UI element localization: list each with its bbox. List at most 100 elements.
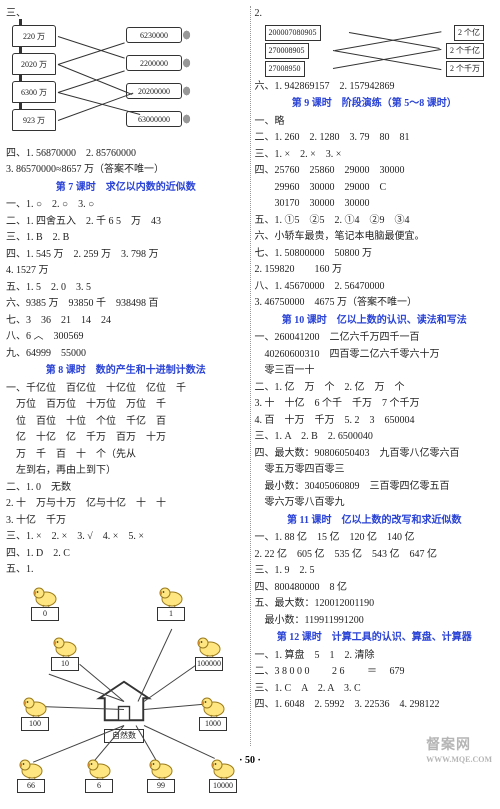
text-line: 二、1. 0 无数 — [6, 480, 246, 496]
text-line: 二、1. 四舍五入 2. 千 6 5 万 43 — [6, 214, 246, 230]
text-line: 一、1. ○ 2. ○ 3. ○ — [6, 197, 246, 213]
chick-node: 1 — [154, 585, 188, 613]
text-line: 万位 百万位 十万位 万位 千 — [6, 397, 246, 413]
chick-node: 1000 — [196, 695, 230, 723]
text-line: 2. — [255, 6, 495, 22]
chick-label: 1 — [157, 607, 185, 621]
chick-node: 0 — [28, 585, 62, 613]
text-line: 五、1. 5 2. 0 3. 5 — [6, 280, 246, 296]
connect-line — [144, 703, 204, 709]
src-box: 200007080905 — [265, 25, 321, 41]
section-label: 三、 — [6, 6, 246, 22]
dst-box: 2 个千万 — [446, 61, 484, 77]
text-line: 三、1. B 2. B — [6, 230, 246, 246]
lesson-11-title: 第 11 课时 亿以上数的改写和求近似数 — [255, 513, 495, 529]
text-line: 3. 86570000≈8657 万（答案不唯一） — [6, 162, 246, 178]
cross-line — [58, 42, 125, 65]
watermark: 督案网 WWW.MQE.COM — [426, 735, 492, 766]
text-line: 四、25760 25860 29000 30000 — [255, 163, 495, 179]
text-line: 六、9385 万 93850 千 938498 百 — [6, 296, 246, 312]
cross-line — [58, 36, 125, 59]
text-line: 四、800480000 8 亿 — [255, 580, 495, 596]
chicks-diagram: 自然数 010100666110000010001000099 — [6, 579, 246, 809]
text-line: 七、3 36 21 14 24 — [6, 313, 246, 329]
text-line: 3. 46750000 4675 万（答案不唯一） — [255, 295, 495, 311]
text-line: 四、1. 56870000 2. 85760000 — [6, 146, 246, 162]
text-line: 最小数：30405060809 三百零四亿零五百 — [255, 479, 495, 495]
connect-line — [138, 628, 173, 701]
text-line: 一、1. 算盘 5 1 2. 清除 — [255, 648, 495, 664]
text-line: 二、1. 260 2. 1280 3. 79 80 81 — [255, 130, 495, 146]
lesson-12-title: 第 12 课时 计算工具的认识、算盘、计算器 — [255, 630, 495, 646]
text-line: 六、1. 942869157 2. 157942869 — [255, 79, 495, 95]
text-line: 六、小轿车最贵，笔记本电脑最便宜。 — [255, 229, 495, 245]
text-line: 一、1. 88 亿 15 亿 120 亿 140 亿 — [255, 530, 495, 546]
chick-node: 100 — [18, 695, 52, 723]
chick-node: 6 — [82, 757, 116, 785]
text-line: 三、1. 9 2. 5 — [255, 563, 495, 579]
lesson-9-title: 第 9 课时 阶段演练（第 5～8 课时） — [255, 96, 495, 112]
text-line: 3. 十亿 千万 — [6, 513, 246, 529]
mailbox-1: 220 万 — [12, 25, 56, 47]
mailbox-3: 6300 万 — [12, 81, 56, 103]
chick-node: 100000 — [192, 635, 226, 663]
text-line: 三、1. C A 2. A 3. C — [255, 681, 495, 697]
text-line: 一、千亿位 百亿位 十亿位 亿位 千 — [6, 381, 246, 397]
lesson-10-title: 第 10 课时 亿以上数的认识、读法和写法 — [255, 313, 495, 329]
text-line: 三、1. A 2. B 2. 6500040 — [255, 429, 495, 445]
text-line: 九、64999 55000 — [6, 346, 246, 362]
text-line: 二、1. 亿 万 个 2. 亿 万 个 — [255, 380, 495, 396]
text-line: 2. 22 亿 605 亿 535 亿 543 亿 647 亿 — [255, 547, 495, 563]
chick-node: 66 — [14, 757, 48, 785]
text-line: 四、最大数：90806050403 九百零八亿零六百 — [255, 446, 495, 462]
text-line: 零六万零八百零九 — [255, 495, 495, 511]
text-line: 40260600310 四百零二亿六千零六十万 — [255, 347, 495, 363]
mailbox-4: 923 万 — [12, 109, 56, 131]
lesson-7-title: 第 7 课时 求亿以内数的近似数 — [6, 180, 246, 196]
src-box: 270008905 — [265, 43, 309, 59]
chick-label: 100 — [21, 717, 49, 731]
text-line: 一、260041200 二亿六千万四千一百 — [255, 330, 495, 346]
text-line: 八、6 ︿ 300569 — [6, 329, 246, 345]
text-line: 万 千 百 十 个（先从 — [6, 447, 246, 463]
chick-node: 10 — [48, 635, 82, 663]
pigeon-1: 6230000 — [126, 27, 182, 43]
text-line: 4. 1527 万 — [6, 263, 246, 279]
text-line: 七、1. 50800000 50800 万 — [255, 246, 495, 262]
text-line: 2. 十 万与十万 亿与十亿 十 十 — [6, 496, 246, 512]
text-line: 二、3 8 0 0 0 2 6 ＝ 679 — [255, 664, 495, 680]
chick-node: 10000 — [206, 757, 240, 785]
ex2-diagram: 200007080905 270008905 27008950 2 个亿 2 个… — [255, 23, 495, 77]
watermark-sub: WWW.MQE.COM — [426, 754, 492, 766]
column-divider — [250, 6, 251, 746]
text-line: 零五万零四百零三 — [255, 462, 495, 478]
text-line: 八、1. 45670000 2. 56470000 — [255, 279, 495, 295]
chick-label: 6 — [85, 779, 113, 793]
text-line: 一、略 — [255, 114, 495, 130]
text-line: 五、1. — [6, 562, 246, 578]
chick-node: 99 — [144, 757, 178, 785]
text-line: 五、最大数：120012001190 — [255, 596, 495, 612]
text-line: 左到右，再由上到下） — [6, 463, 246, 479]
mailbox-2: 2020 万 — [12, 53, 56, 75]
text-line: 2. 159820 160 万 — [255, 262, 495, 278]
pigeon-2: 2200000 — [126, 55, 182, 71]
chick-label: 99 — [147, 779, 175, 793]
text-line: 四、1. 6048 2. 5992 3. 22536 4. 298122 — [255, 697, 495, 713]
lesson-8-title: 第 8 课时 数的产生和十进制计数法 — [6, 363, 246, 379]
text-line: 位 百位 十位 个位 千亿 百 — [6, 414, 246, 430]
chick-label: 0 — [31, 607, 59, 621]
chick-label: 66 — [17, 779, 45, 793]
chick-label: 10000 — [209, 779, 237, 793]
text-line: 亿 十亿 亿 千万 百万 十万 — [6, 430, 246, 446]
dst-box: 2 个亿 — [454, 25, 484, 41]
chick-label: 10 — [51, 657, 79, 671]
dst-box: 2 个千亿 — [446, 43, 484, 59]
cross-line — [58, 92, 134, 120]
chick-label: 1000 — [199, 717, 227, 731]
text-line: 四、1. 545 万 2. 259 万 3. 798 万 — [6, 247, 246, 263]
pigeon-3: 20200000 — [126, 83, 182, 99]
text-line: 4. 百 十万 千万 5. 2 3 650004 — [255, 413, 495, 429]
text-line: 最小数：119911991200 — [255, 613, 495, 629]
text-line: 3. 十 十亿 6 个千 千万 7 个千万 — [255, 396, 495, 412]
